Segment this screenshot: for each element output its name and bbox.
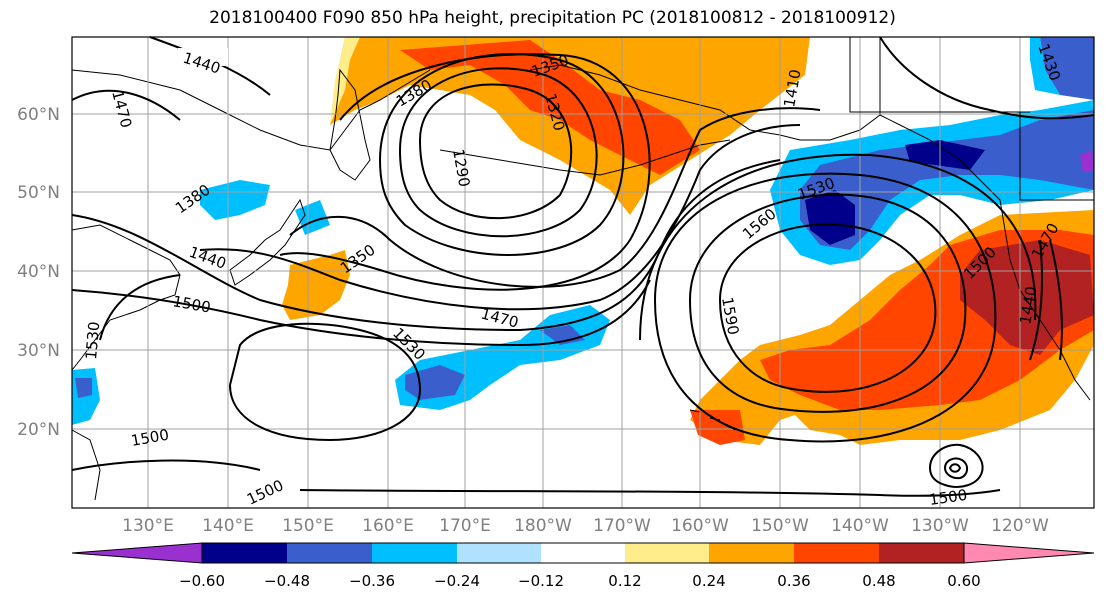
precip-positive-east-max bbox=[960, 240, 1094, 355]
precip-negative-gulf-core bbox=[805, 140, 985, 245]
precip-fields bbox=[72, 37, 1094, 445]
lon-label: 140°E bbox=[202, 516, 254, 536]
lon-label: 170°W bbox=[593, 516, 651, 536]
contour-1530-west bbox=[99, 274, 181, 341]
ne-inset-lines bbox=[849, 37, 1094, 201]
lon-label: 180°W bbox=[514, 516, 572, 536]
contour-ne-box bbox=[879, 36, 1095, 120]
precip-negative-japan bbox=[200, 180, 330, 235]
colorbar-tick-label: −0.12 bbox=[518, 572, 564, 590]
precip-positive-north-core bbox=[400, 40, 700, 175]
contour-label: 1590 bbox=[718, 296, 742, 337]
colorbar-bin bbox=[625, 543, 709, 563]
contour-1500-se bbox=[299, 489, 1001, 497]
contour-1560 bbox=[688, 193, 967, 413]
colorbar-tick-label: −0.60 bbox=[179, 572, 225, 590]
contour-1500-south bbox=[71, 459, 261, 471]
colorbar-bin bbox=[287, 543, 372, 563]
height-contours bbox=[71, 36, 1095, 497]
contour-1470-nw bbox=[71, 89, 181, 121]
colorbar-bin bbox=[202, 543, 287, 563]
lon-label: 140°W bbox=[831, 516, 889, 536]
lon-label: 160°W bbox=[671, 516, 729, 536]
lon-label: 120°W bbox=[991, 516, 1049, 536]
contour-label: 1500 bbox=[171, 292, 212, 316]
lon-label: 170°E bbox=[439, 516, 491, 536]
colorbar-tick-label: 0.24 bbox=[692, 572, 726, 590]
contour-1500-east bbox=[639, 153, 1037, 341]
colorbar-bin bbox=[372, 543, 457, 563]
contour-label: 1500 bbox=[928, 486, 968, 509]
contour-label: 1530 bbox=[82, 321, 103, 361]
colorbar-tick-label: −0.36 bbox=[349, 572, 395, 590]
contour-1350 bbox=[378, 53, 625, 256]
coast-japan bbox=[229, 198, 306, 286]
contour-high-east bbox=[718, 223, 937, 393]
contour-low-central bbox=[418, 83, 573, 220]
precip-negative-west-edge bbox=[72, 368, 100, 425]
precip-positive-west bbox=[282, 250, 350, 320]
contour-tc bbox=[928, 443, 984, 488]
contour-1470-east bbox=[1049, 239, 1063, 361]
colorbar-bin bbox=[794, 543, 879, 563]
lat-label: 60°N bbox=[17, 105, 60, 125]
contour-label: 1440 bbox=[187, 243, 229, 273]
lon-axis: 130°E 140°E 150°E 160°E 170°E 180°W 170°… bbox=[122, 516, 1049, 536]
colorbar-bin bbox=[709, 543, 794, 563]
contour-1470 bbox=[71, 159, 781, 332]
contour-1320 bbox=[398, 67, 598, 238]
precip-negative-central-core bbox=[405, 325, 585, 400]
contour-1500 bbox=[71, 279, 651, 347]
contour-label: 1290 bbox=[449, 148, 473, 189]
lat-label: 40°N bbox=[17, 262, 60, 282]
colorbar-extend-low bbox=[71, 542, 203, 564]
map-frame bbox=[71, 36, 1095, 509]
lon-label: 150°E bbox=[282, 516, 334, 536]
contour-1530 bbox=[228, 322, 422, 442]
coast-asia bbox=[71, 69, 431, 501]
contour-1380 bbox=[279, 53, 651, 291]
lon-label: 130°W bbox=[911, 516, 969, 536]
contour-label: 1500 bbox=[244, 476, 286, 508]
precip-negative-ne-corner-outer bbox=[1030, 37, 1060, 95]
coast-kamchatka bbox=[329, 68, 371, 181]
precip-negative-purple bbox=[1080, 150, 1094, 172]
precip-positive-hawaii bbox=[690, 410, 745, 445]
lon-label: 160°E bbox=[362, 516, 414, 536]
colorbar-bin bbox=[457, 543, 541, 563]
colorbar-tick-label: 0.12 bbox=[608, 572, 642, 590]
contour-1410 bbox=[289, 107, 821, 288]
colorbar-tick-label: 0.48 bbox=[862, 572, 896, 590]
contour-label: 1350 bbox=[337, 241, 379, 278]
colorbar-tick-label: 0.36 bbox=[777, 572, 811, 590]
colorbar-tick-label: −0.48 bbox=[264, 572, 310, 590]
map-title: 2018100400 F090 850 hPa height, precipit… bbox=[209, 8, 896, 28]
lat-label: 50°N bbox=[17, 183, 60, 203]
colorbar-frame bbox=[201, 542, 965, 564]
colorbar-tick-label: −0.24 bbox=[434, 572, 480, 590]
colorbar-bin bbox=[879, 543, 964, 563]
contour-1440-east bbox=[1029, 239, 1043, 361]
colorbar-tick-label: 0.60 bbox=[947, 572, 981, 590]
lat-axis: 60°N 50°N 40°N 30°N 20°N bbox=[17, 105, 60, 440]
colorbar-extend-high bbox=[963, 542, 1095, 564]
contour-1530-east bbox=[653, 172, 997, 443]
lat-label: 30°N bbox=[17, 341, 60, 361]
lon-label: 150°W bbox=[751, 516, 809, 536]
colorbar-bin bbox=[541, 543, 625, 563]
contour-1440 bbox=[199, 124, 801, 311]
lon-label: 130°E bbox=[122, 516, 174, 536]
precip-negative-ne-corner bbox=[1040, 37, 1094, 100]
precip-negative-west-edge-core bbox=[75, 378, 92, 398]
colorbar bbox=[71, 542, 1095, 564]
lat-label: 20°N bbox=[17, 420, 60, 440]
coast-aleutians bbox=[439, 139, 731, 176]
